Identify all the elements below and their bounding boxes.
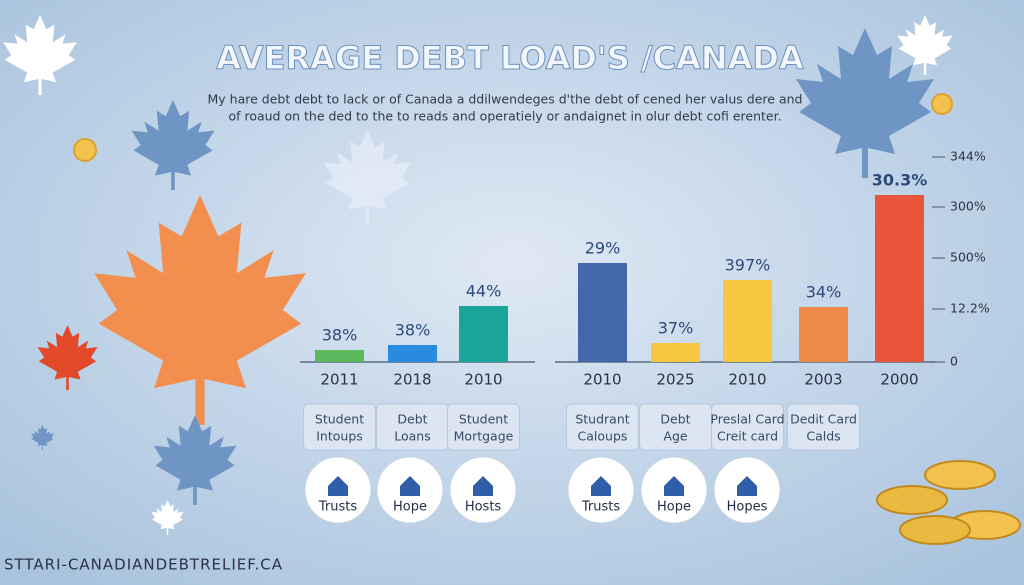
decorations (3, 15, 1021, 545)
axis-label: 344% (950, 149, 986, 164)
bar-value-label: 37% (658, 319, 694, 338)
bar (388, 345, 437, 362)
icon-label: Hosts (465, 500, 502, 515)
category-label: Loans (394, 429, 431, 444)
bar (578, 263, 627, 362)
category-label: Caloups (578, 429, 628, 444)
category-label: Studrant (575, 412, 629, 427)
icon-label: Trusts (318, 500, 357, 515)
bar-value-label: 29% (585, 239, 621, 258)
category-box (787, 403, 860, 451)
bar (799, 307, 848, 362)
category-label: Creit card (717, 429, 778, 444)
category-label: Student (459, 412, 508, 427)
icon (664, 476, 684, 496)
category-box (303, 403, 376, 451)
icon (328, 476, 348, 496)
bar-year: 2010 (583, 371, 621, 389)
bar (315, 350, 364, 362)
icon-label: Hope (393, 500, 427, 515)
category-label: Calds (806, 429, 840, 444)
bar (875, 195, 924, 362)
category-box (447, 403, 520, 451)
icon-label: Hope (657, 500, 691, 515)
bar-year: 2018 (393, 371, 431, 389)
bar (651, 343, 700, 362)
category-label: Student (315, 412, 364, 427)
axis-label: 500% (950, 250, 986, 265)
category-box (566, 403, 639, 451)
bar-value-label: 38% (395, 321, 431, 340)
bar-value-label: 44% (466, 282, 502, 301)
category-label: Debt (660, 412, 690, 427)
subtitle: of roaud on the ded to the to reads and … (228, 109, 781, 124)
title: AVERAGE DEBT LOAD'S /CANADA (216, 39, 804, 77)
category-label: Intoups (316, 429, 363, 444)
icon-label: Trusts (581, 500, 620, 515)
bar-year: 2011 (320, 371, 358, 389)
category-label: Debt (397, 412, 427, 427)
category-label: Dedit Card (790, 412, 857, 427)
bar-value-label: 34% (806, 283, 842, 302)
category-box (711, 403, 784, 451)
icon (400, 476, 420, 496)
footer: STTARI-CANADIANDEBTRELIEF.CA (4, 556, 283, 574)
bar-year: 2010 (464, 371, 502, 389)
bar-value-label: 38% (322, 326, 358, 345)
icon (473, 476, 493, 496)
category-label: Age (663, 429, 687, 444)
bar-value-label: 30.3% (872, 171, 928, 190)
bar (723, 280, 772, 362)
category-label: Preslal Card (710, 412, 784, 427)
category-label: Mortgage (454, 429, 514, 444)
axis-label: 300% (950, 199, 986, 214)
bar-value-label: 397% (725, 256, 771, 275)
axis-label: 0 (950, 354, 958, 369)
icon (737, 476, 757, 496)
bar-year: 2000 (880, 371, 918, 389)
bar-year: 2003 (804, 371, 842, 389)
bar (459, 306, 508, 362)
subtitle: My hare debt debt to lack or of Canada a… (208, 92, 803, 107)
axis-label: 12.2% (950, 301, 990, 316)
bar-year: 2010 (728, 371, 766, 389)
icon (591, 476, 611, 496)
bar-year: 2025 (656, 371, 694, 389)
icon-label: Hopes (727, 500, 768, 515)
